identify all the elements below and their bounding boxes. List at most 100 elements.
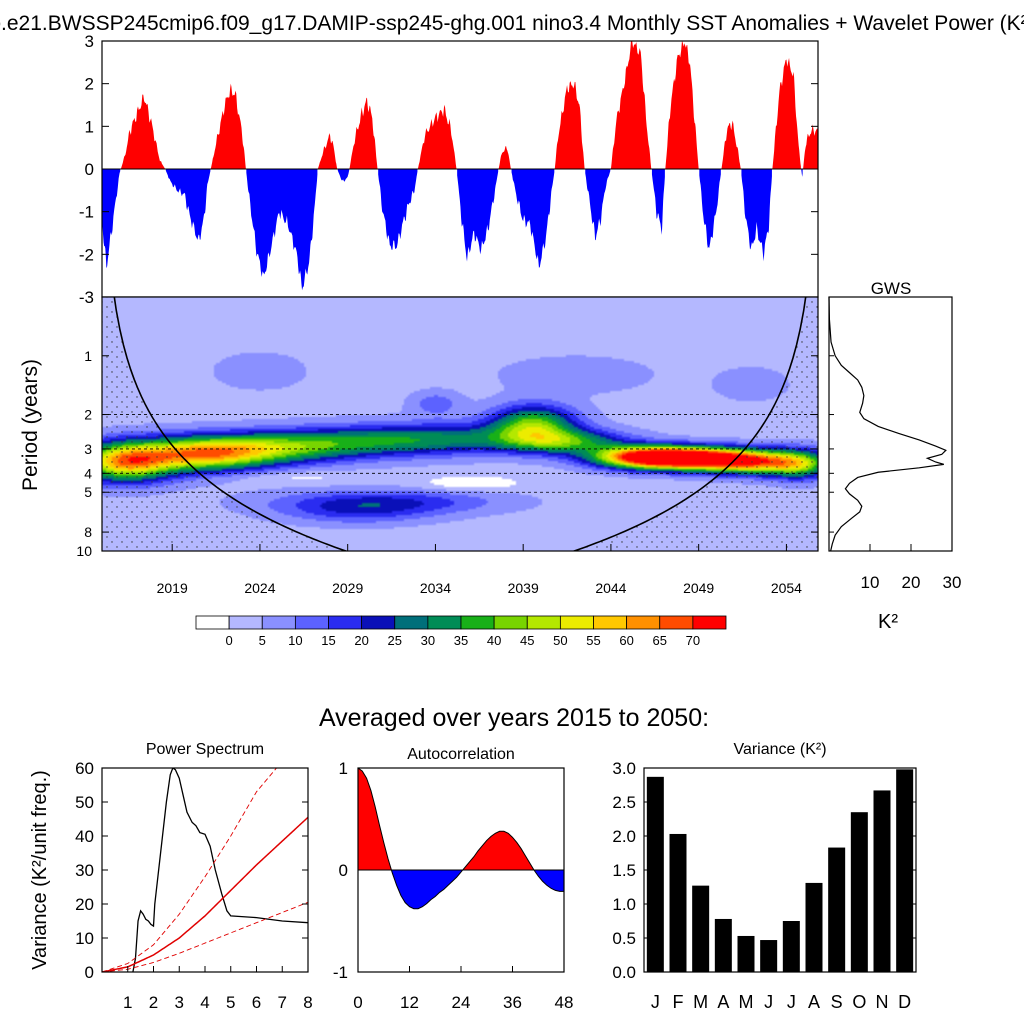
- sst-ytick-label: 3: [85, 32, 94, 51]
- variance-bar: [782, 921, 800, 972]
- sst-positive-area: [721, 120, 741, 169]
- sst-negative-area: [337, 169, 350, 182]
- wavelet-ytick-label: 2: [84, 407, 92, 423]
- sst-positive-area: [772, 57, 801, 169]
- wavelet-ytick-label: 5: [84, 484, 92, 500]
- autocorr-negative-area: [534, 870, 564, 892]
- red-noise-fit-line: [102, 816, 308, 972]
- autocorr-ytick-label: 0: [339, 861, 348, 880]
- colorbar-level-label: 15: [321, 633, 335, 648]
- autocorr-xtick-label: 0: [353, 993, 362, 1012]
- colorbar-level-label: 0: [226, 633, 233, 648]
- power-spectrum-xtick-label: 5: [226, 993, 235, 1012]
- autocorrelation-panel: Autocorrelation 0 12 24 36 48 -1 0 1: [333, 746, 574, 1012]
- gws-title: GWS: [871, 279, 912, 298]
- variance-xtick-label: A: [808, 992, 820, 1012]
- power-spectrum-ytick-label: 50: [75, 793, 94, 812]
- variance-ytick-label: 0.0: [612, 963, 636, 982]
- autocorrelation-title: Autocorrelation: [407, 746, 515, 763]
- colorbar-level-label: 65: [653, 633, 667, 648]
- colorbar-level-label: 20: [354, 633, 368, 648]
- power-spectrum-ytick-label: 40: [75, 827, 94, 846]
- colorbar-swatch: [493, 615, 528, 630]
- autocorr-ytick-label: 1: [339, 759, 348, 778]
- sst-ytick-label: 2: [85, 75, 94, 94]
- colorbar-swatch: [659, 615, 694, 630]
- wavelet-xtick-label: 2044: [595, 580, 626, 596]
- power-spectrum-xtick-label: 3: [175, 993, 184, 1012]
- wavelet-xtick-label: 2039: [508, 580, 539, 596]
- sst-negative-area: [457, 169, 499, 262]
- gws-xtick-label: 20: [902, 573, 921, 592]
- autocorr-ytick-label: -1: [333, 963, 348, 982]
- variance-xtick-label: O: [852, 992, 866, 1012]
- gws-xtick-label: 10: [861, 573, 880, 592]
- variance-bar: [873, 790, 891, 972]
- colorbar-level-label: 50: [553, 633, 567, 648]
- sst-ytick-label: 1: [85, 117, 94, 136]
- power-spectrum-xtick-label: 6: [252, 993, 261, 1012]
- colorbar-swatch: [427, 615, 462, 630]
- variance-bar: [850, 812, 868, 972]
- power-spectrum-xtick-label: 4: [200, 993, 209, 1012]
- sst-positive-area: [498, 146, 511, 169]
- colorbar-level-label: 55: [586, 633, 600, 648]
- figure-title: b.e21.BWSSP245cmip6.f09_g17.DAMIP-ssp245…: [0, 12, 1024, 35]
- variance-ytick-label: 1.5: [612, 861, 636, 880]
- cone-stipple-left: [102, 297, 460, 551]
- sst-negative-area: [801, 169, 803, 177]
- variance-ytick-label: 1.0: [612, 895, 636, 914]
- power-spectrum-ytick-label: 60: [75, 759, 94, 778]
- colorbar-swatch: [626, 615, 661, 630]
- sst-ytick-label: -3: [79, 288, 94, 307]
- sst-positive-area: [610, 41, 652, 169]
- sst-positive-area: [803, 124, 818, 169]
- autocorr-positive-area: [358, 768, 391, 870]
- colorbar-level-label: 25: [388, 633, 402, 648]
- variance-ytick-label: 2.5: [612, 793, 636, 812]
- wavelet-xtick-label: 2034: [420, 580, 451, 596]
- power-spectrum-frame: [101, 767, 309, 973]
- confidence-bound-line: [102, 768, 278, 972]
- colorbar-level-label: 35: [454, 633, 468, 648]
- sst-positive-area: [665, 41, 699, 169]
- wavelet-xtick-label: 2024: [244, 580, 275, 596]
- sst-negative-area: [102, 169, 121, 269]
- power-spectrum-xtick-label: 1: [123, 993, 132, 1012]
- variance-bar: [760, 940, 778, 972]
- sst-negative-area: [165, 169, 211, 240]
- colorbar-level-label: 70: [686, 633, 700, 648]
- sst-positive-area: [554, 81, 585, 169]
- variance-ytick-label: 0.5: [612, 929, 636, 948]
- power-spectrum-panel: Power Spectrum 1 2 3 4 5 6 7 8 0 10 20 30 40 50 60 Var…: [29, 741, 313, 1012]
- cone-stipple-right: [460, 297, 818, 551]
- variance-bar: [896, 769, 914, 972]
- sst-negative-area: [585, 169, 611, 241]
- autocorr-xtick-label: 24: [452, 993, 471, 1012]
- autocorr-negative-area: [391, 870, 463, 909]
- colorbar-swatch: [526, 615, 561, 630]
- sst-negative-area: [378, 169, 418, 250]
- colorbar-swatch: [361, 615, 396, 630]
- wavelet-panel: 2019 2024 2029 2034 2039 2044 2049 2054 1 2 3 4 5 8 10…: [19, 296, 819, 596]
- variance-xtick-label: F: [673, 992, 684, 1012]
- autocorr-positive-area: [463, 831, 534, 870]
- variance-xtick-label: M: [693, 992, 708, 1012]
- gws-frame: [828, 296, 953, 552]
- variance-xtick-label: J: [651, 992, 660, 1012]
- sst-negative-area: [511, 169, 555, 268]
- colorbar-level-label: 5: [259, 633, 266, 648]
- power-spectrum-ytick-label: 0: [85, 963, 94, 982]
- autocorr-xtick-label: 12: [400, 993, 419, 1012]
- cone-of-influence-line: [113, 297, 807, 551]
- section-title: Averaged over years 2015 to 2050:: [319, 704, 709, 732]
- colorbar: 0 5 10 15 20 25 30 35 40 45 50 55 60 65 70: [195, 615, 727, 648]
- wavelet-xtick-label: 2029: [332, 580, 363, 596]
- autocorr-xtick-label: 36: [503, 993, 522, 1012]
- wavelet-ytick-label: 1: [84, 348, 92, 364]
- colorbar-level-label: 45: [520, 633, 534, 648]
- wavelet-ytick-label: 3: [84, 441, 92, 457]
- variance-ytick-label: 2.0: [612, 827, 636, 846]
- variance-bar: [646, 776, 664, 972]
